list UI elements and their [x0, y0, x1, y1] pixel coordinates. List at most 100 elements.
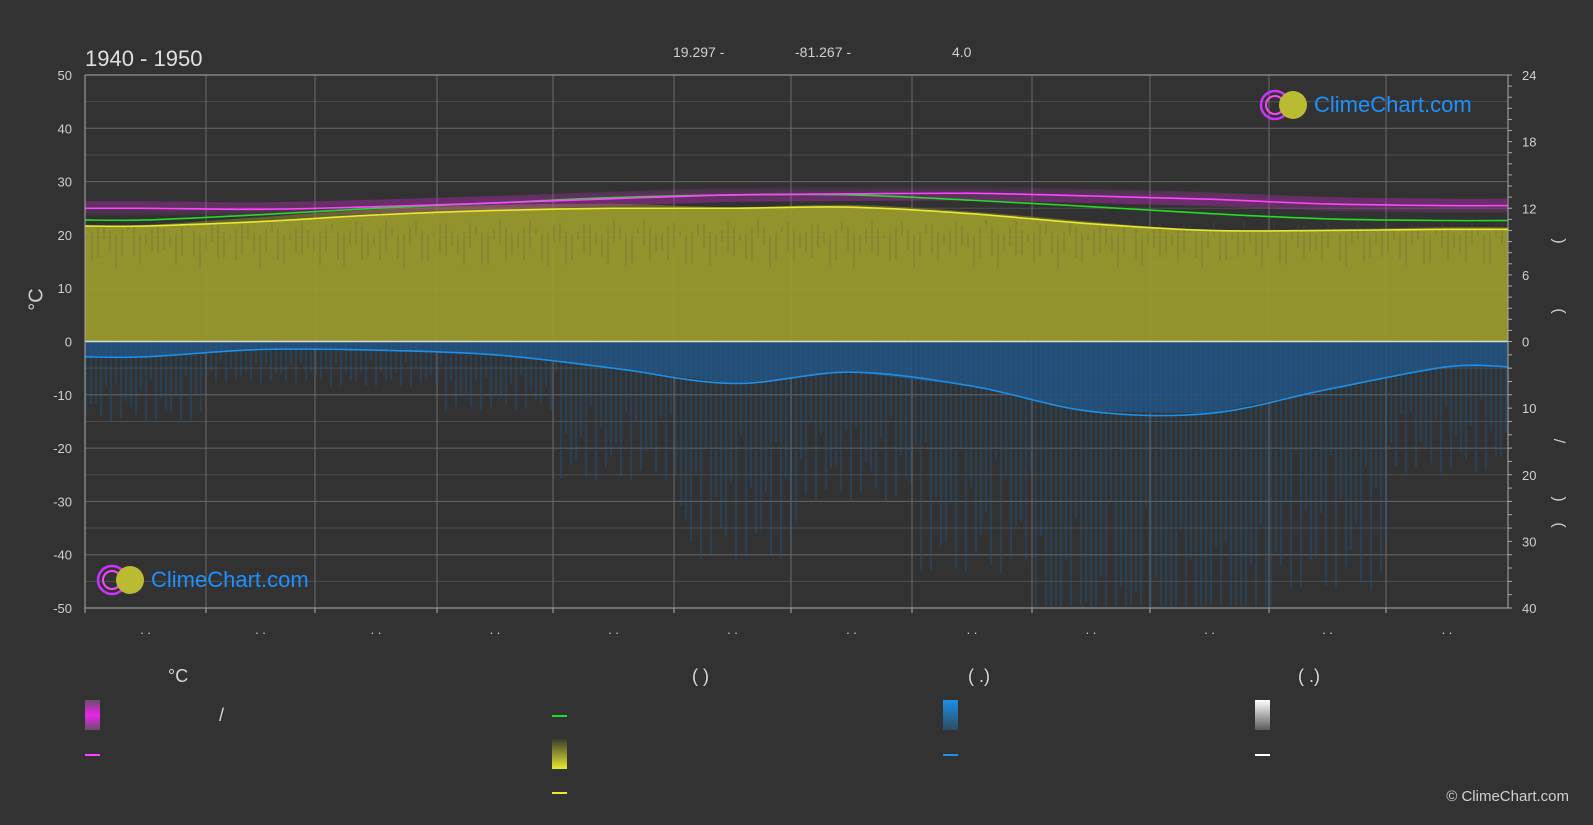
precipitation-bar — [875, 341, 877, 489]
sunshine-texture — [811, 224, 813, 259]
sunshine-texture — [595, 232, 597, 244]
sunshine-texture — [1087, 234, 1089, 241]
precipitation-bar — [1135, 341, 1137, 593]
sunshine-texture — [529, 220, 531, 249]
sunshine-texture — [553, 225, 555, 242]
precipitation-bar — [1015, 341, 1017, 527]
sunshine-texture — [1069, 222, 1071, 236]
precipitation-bar — [805, 341, 807, 495]
precipitation-bar — [970, 341, 972, 488]
precipitation-bar — [445, 341, 447, 411]
precipitation-bar — [785, 341, 787, 479]
precipitation-bar — [765, 341, 767, 494]
sunshine-texture — [1375, 232, 1377, 243]
sunshine-texture — [499, 220, 501, 245]
sunshine-texture — [1075, 225, 1077, 259]
precipitation-bar — [905, 341, 907, 477]
precipitation-bar — [745, 341, 747, 557]
precipitation-bar — [1115, 341, 1117, 606]
right-axis-label-top-b: ( — [1550, 308, 1568, 314]
sunshine-texture — [637, 228, 639, 235]
sunshine-texture — [1243, 220, 1245, 253]
precipitation-bar — [950, 341, 952, 503]
precipitation-bar — [165, 341, 167, 410]
precipitation-bar — [1265, 341, 1267, 606]
precipitation-bar — [1350, 341, 1352, 550]
sunshine-texture — [883, 233, 885, 239]
precipitation-bar — [555, 341, 557, 372]
month-label: . . — [1204, 622, 1215, 637]
left-tick-label: 50 — [58, 68, 72, 83]
precipitation-bar — [1245, 341, 1247, 606]
sunshine-texture — [1501, 221, 1503, 246]
precipitation-area — [85, 341, 1508, 414]
precipitation-bar — [985, 341, 987, 513]
precipitation-bar — [115, 341, 117, 384]
chart-axes: 50 40 30 20 10 0 -10 -20 -30 -40 -50 24 18 12 6 0 10 20 30… — [53, 68, 1536, 637]
precipitation-bar — [1215, 341, 1217, 549]
precipitation-bar — [1475, 341, 1477, 472]
sunshine-texture — [1261, 232, 1263, 267]
sunshine-texture — [169, 233, 171, 247]
precipitation-bar — [385, 341, 387, 382]
precipitation-bar — [530, 341, 532, 391]
sunshine-texture — [163, 228, 165, 250]
sunshine-texture — [229, 234, 231, 242]
precipitation-bar — [1485, 341, 1487, 471]
precipitation-bar — [580, 341, 582, 439]
precipitation-bar — [255, 341, 257, 363]
sunshine-texture — [523, 227, 525, 261]
sunshine-texture — [775, 233, 777, 260]
sunshine-texture — [937, 231, 939, 263]
precipitation-bar — [675, 341, 677, 474]
left-tick-label: -30 — [53, 494, 72, 509]
precipitation-bar — [360, 341, 362, 372]
sunshine-texture — [973, 234, 975, 267]
sunshine-texture — [511, 233, 513, 254]
precipitation-bar — [990, 341, 992, 566]
right-tick-label: 0 — [1522, 335, 1529, 350]
sunshine-texture — [1483, 233, 1485, 265]
precipitation-bar — [1470, 341, 1472, 427]
sunshine-texture — [949, 230, 951, 255]
sunshine-texture — [1003, 233, 1005, 250]
sunshine-texture — [1237, 227, 1239, 257]
left-tick-label: 20 — [58, 228, 72, 243]
precipitation-bar — [890, 341, 892, 419]
sunshine-texture — [205, 232, 207, 250]
sunshine-texture — [1201, 234, 1203, 268]
precipitation-bar — [205, 341, 207, 378]
precipitation-bar — [1325, 341, 1327, 586]
max-temp-line — [84, 192, 1509, 211]
sunshine-texture — [583, 223, 585, 254]
sunshine-texture — [961, 226, 963, 247]
precipitation-bar — [350, 341, 352, 380]
left-tick-label: -50 — [53, 601, 72, 616]
sunshine-texture — [601, 234, 603, 258]
precipitation-bar — [955, 341, 957, 569]
precipitation-bar — [345, 341, 347, 374]
sunshine-texture — [871, 219, 873, 253]
precipitation-bar — [940, 341, 942, 546]
sunshine-texture — [715, 234, 717, 257]
precipitation-bar — [260, 341, 262, 384]
precipitation-bar — [780, 341, 782, 559]
precipitation-bar — [1195, 341, 1197, 606]
legend-col3-title: ( .) — [968, 666, 990, 686]
sunshine-texture — [199, 234, 201, 268]
sunshine-texture — [1321, 229, 1323, 263]
precipitation-bar — [1450, 341, 1452, 470]
longitude-label: -81.267 - — [795, 44, 852, 60]
precipitation-bar — [240, 341, 242, 376]
sunshine-texture — [1147, 232, 1149, 245]
precipitation-bar — [1305, 341, 1307, 511]
precipitation-bar — [1210, 341, 1212, 606]
sunshine-texture — [1381, 225, 1383, 257]
precipitation-bar — [600, 341, 602, 428]
precipitation-bar — [775, 341, 777, 443]
precipitation-bar — [180, 341, 182, 421]
precipitation-bar — [1160, 341, 1162, 606]
month-label: . . — [608, 622, 619, 637]
precipitation-bar — [1315, 341, 1317, 558]
precipitation-bar — [850, 341, 852, 501]
